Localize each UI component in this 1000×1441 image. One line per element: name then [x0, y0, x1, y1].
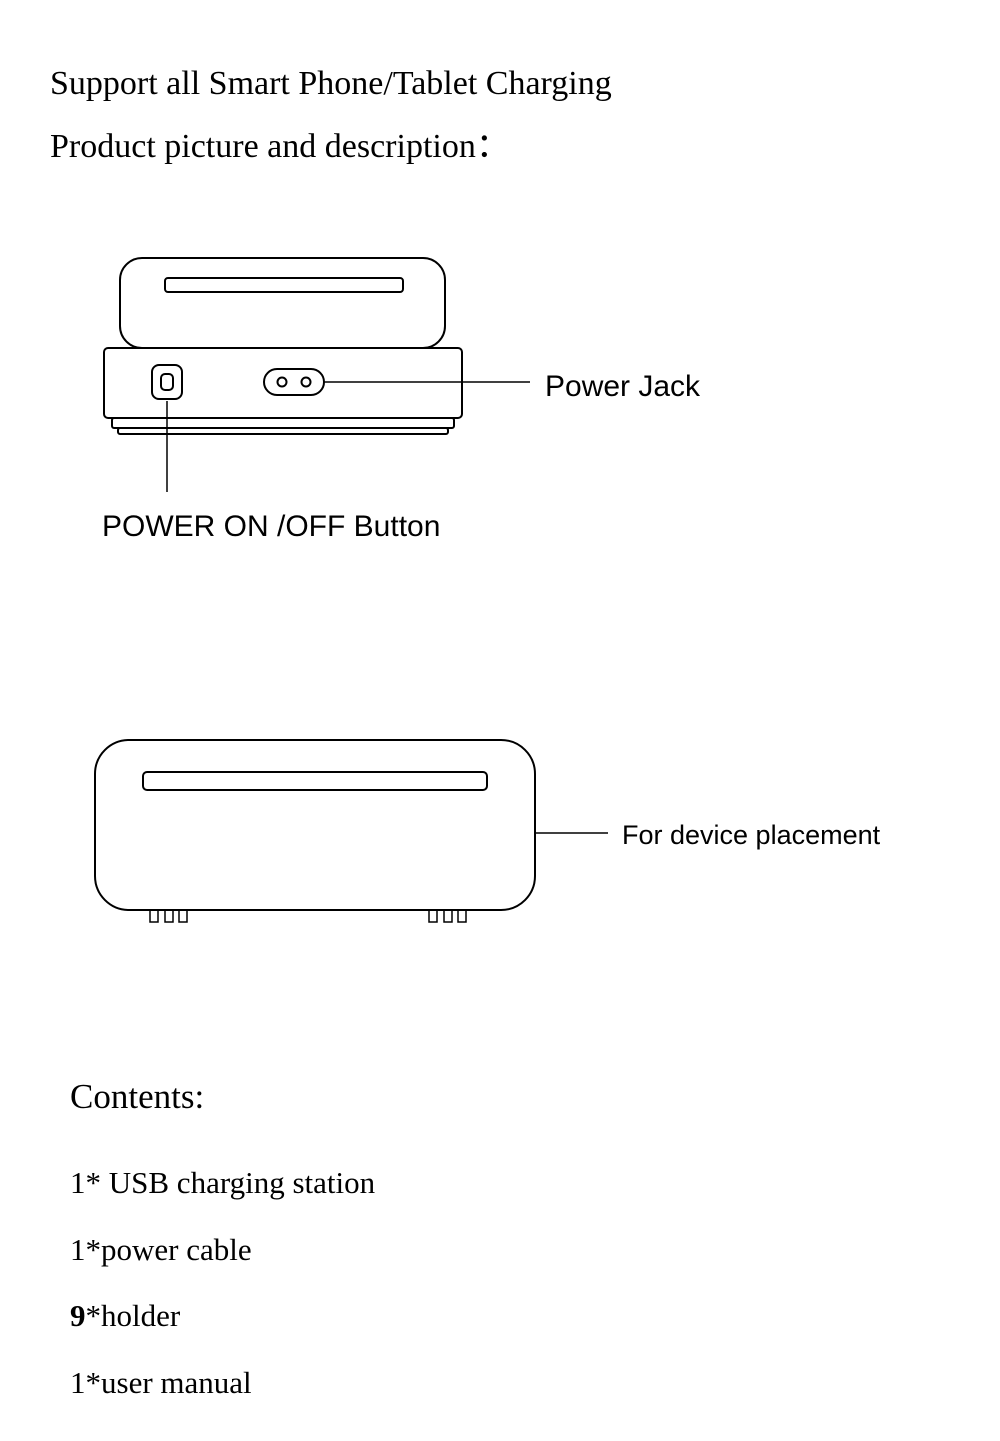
contents-sep: * — [86, 1298, 102, 1333]
contents-list: 1* USB charging station 1*power cable 9*… — [70, 1150, 375, 1417]
contents-name: USB charging station — [109, 1165, 375, 1200]
contents-qty: 1 — [70, 1232, 86, 1267]
heading-support-line: Support all Smart Phone/Tablet Charging — [50, 65, 612, 103]
heading-picture-line: Product picture and description： — [50, 118, 510, 167]
contents-item: 1*user manual — [70, 1350, 375, 1417]
contents-item: 1* USB charging station — [70, 1150, 375, 1217]
contents-item: 1*power cable — [70, 1217, 375, 1284]
contents-sep: * — [86, 1165, 109, 1200]
contents-qty: 1 — [70, 1365, 86, 1400]
contents-sep: * — [86, 1232, 102, 1267]
contents-sep: * — [86, 1365, 102, 1400]
label-power-button: POWER ON /OFF Button — [102, 510, 440, 544]
contents-name: user manual — [101, 1365, 252, 1400]
label-device-placement: For device placement — [622, 820, 880, 851]
contents-heading: Contents: — [70, 1077, 204, 1117]
contents-name: holder — [101, 1298, 180, 1333]
contents-name: power cable — [101, 1232, 252, 1267]
contents-item: 9*holder — [70, 1283, 375, 1350]
contents-qty: 9 — [70, 1298, 86, 1333]
label-power-jack: Power Jack — [545, 370, 700, 404]
contents-qty: 1 — [70, 1165, 86, 1200]
product-description-page: Support all Smart Phone/Tablet Charging … — [0, 0, 1000, 1441]
